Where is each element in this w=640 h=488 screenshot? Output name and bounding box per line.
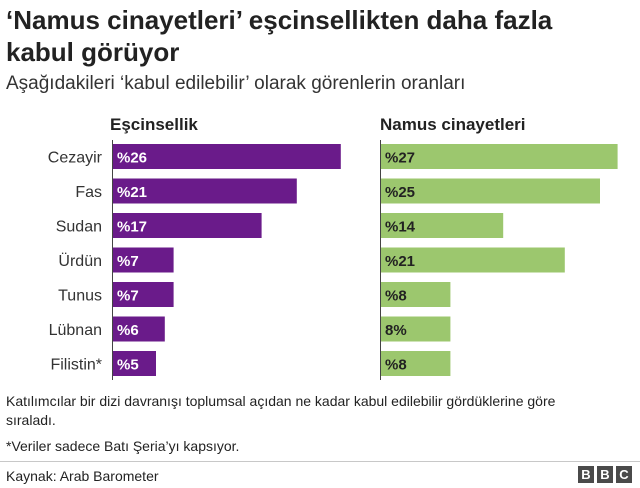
chart-title: ‘Namus cinayetleri’ eşcinsellikten daha … <box>6 5 553 67</box>
chart-subtitle: Aşağıdakileri ‘kabul edilebilir’ olarak … <box>6 73 466 94</box>
data-label: %5 <box>117 357 139 374</box>
data-label: %14 <box>385 219 416 236</box>
data-label: %26 <box>117 150 147 167</box>
bbc-logo: B B C <box>578 466 632 483</box>
footnote: *Veriler sadece Batı Şeria’yı kapsıyor. <box>6 438 240 454</box>
data-label: %25 <box>385 184 415 201</box>
bar-escinsellik <box>112 282 174 307</box>
series-header-1: Namus cinayetleri <box>380 115 526 134</box>
data-label: %6 <box>117 322 139 339</box>
bar-escinsellik <box>112 178 297 204</box>
data-label: %7 <box>117 253 139 270</box>
data-label: %27 <box>385 150 415 167</box>
category-label: Sudan <box>56 219 102 236</box>
bar-escinsellik <box>112 316 165 342</box>
footer-divider <box>0 461 640 462</box>
data-label: %7 <box>117 288 139 305</box>
bar-namus <box>380 178 600 204</box>
bar-namus <box>380 282 451 307</box>
bar-chart: Eşcinsellik Namus cinayetleri Cezayir Fas Su… <box>48 115 618 380</box>
category-label: Lübnan <box>49 322 102 339</box>
category-label: Fas <box>75 184 102 201</box>
bar-namus <box>380 316 451 342</box>
bar-namus <box>380 247 565 273</box>
series-header-0: Eşcinsellik <box>110 115 198 134</box>
logo-letter-c: C <box>616 466 632 483</box>
category-label: Filistin* <box>50 357 102 374</box>
bar-escinsellik <box>112 247 174 273</box>
logo-letter-b1: B <box>578 466 594 483</box>
bar-escinsellik <box>112 213 262 238</box>
bar-namus <box>380 144 618 169</box>
bar-namus <box>380 213 504 238</box>
category-label: Cezayir <box>48 150 103 167</box>
data-label: %8 <box>385 357 407 374</box>
method-note: Katılımcılar bir dizi davranışı toplumsa… <box>6 393 556 428</box>
data-label: %17 <box>117 219 147 236</box>
bar-escinsellik <box>112 351 156 376</box>
data-label: 8% <box>385 322 407 339</box>
data-label: %8 <box>385 288 407 305</box>
category-label: Tunus <box>58 288 102 305</box>
data-label: %21 <box>117 184 147 201</box>
source-text: Kaynak: Arab Barometer <box>6 468 159 484</box>
bar-namus <box>380 351 451 376</box>
data-label: %21 <box>385 253 415 270</box>
category-label: Ürdün <box>58 252 102 270</box>
bar-escinsellik <box>112 144 341 169</box>
logo-letter-b2: B <box>597 466 613 483</box>
